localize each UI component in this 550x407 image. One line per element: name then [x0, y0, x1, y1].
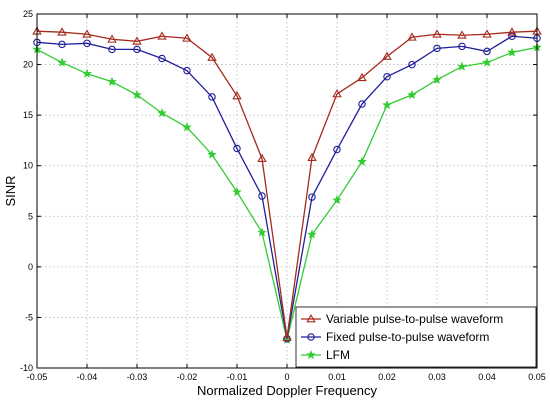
data-point: [257, 227, 267, 237]
legend-marker: [306, 349, 316, 360]
data-point: [233, 144, 241, 153]
data-point: [282, 332, 292, 342]
data-point: [308, 193, 316, 201]
data-point: [358, 100, 366, 108]
data-point: [232, 186, 242, 197]
data-point: [158, 54, 166, 63]
data-point: [183, 66, 191, 75]
data-point: [258, 192, 266, 200]
x-tick-label: 0.05: [528, 372, 546, 382]
x-tick-label: -0.04: [77, 372, 98, 382]
x-tick-label: -0.05: [27, 372, 48, 382]
data-point: [132, 89, 142, 99]
series-1: [33, 32, 541, 343]
x-tick-label: 0: [284, 372, 289, 382]
data-point: [57, 57, 67, 67]
data-point: [457, 30, 467, 39]
legend-label: LFM: [326, 348, 350, 362]
data-point: [132, 36, 142, 45]
x-tick-label: 0.03: [428, 372, 446, 382]
data-point: [457, 61, 467, 71]
data-point: [207, 149, 217, 159]
series-layer: [32, 26, 542, 344]
x-tick-label: -0.03: [127, 372, 148, 382]
y-tick-label: 5: [28, 211, 33, 221]
data-point: [307, 229, 317, 239]
data-point: [507, 47, 517, 57]
data-point: [407, 89, 417, 99]
data-point: [408, 60, 416, 69]
data-point: [432, 29, 442, 38]
data-point: [107, 76, 117, 86]
data-point: [82, 68, 92, 78]
data-point: [482, 57, 492, 67]
data-point: [333, 145, 341, 154]
x-tick-labels: -0.05 -0.04 -0.03 -0.02 -0.01 0 0.01 0.02 0.03 0.…: [27, 372, 546, 382]
series-0: [32, 26, 542, 342]
data-point: [83, 39, 91, 48]
y-tick-label: -10: [20, 363, 33, 373]
legend-label: Fixed pulse-to-pulse waveform: [326, 330, 489, 344]
data-point: [382, 51, 392, 60]
data-point: [433, 44, 441, 53]
data-point: [382, 99, 392, 110]
data-point: [157, 31, 167, 40]
data-point: [133, 45, 141, 54]
data-point: [108, 45, 116, 54]
legend: Variable pulse-to-pulse waveform Fixed pu…: [295, 306, 537, 368]
x-tick-label: 0.04: [478, 372, 496, 382]
data-point: [208, 93, 216, 101]
data-point: [332, 88, 342, 98]
x-tick-label: 0.01: [328, 372, 346, 382]
legend-marker: [307, 333, 315, 341]
x-axis-title: Normalized Doppler Frequency: [197, 383, 377, 398]
data-point: [508, 32, 516, 41]
legend-entry: LFM: [301, 348, 350, 362]
y-tick-label: 15: [23, 110, 33, 120]
y-axis-title: SINR: [3, 175, 18, 206]
y-tick-label: 10: [23, 161, 33, 171]
y-tick-labels: -10 -5 0 5 10 15 20 25: [20, 9, 33, 373]
data-point: [507, 27, 517, 36]
data-point: [483, 47, 491, 56]
data-point: [257, 153, 267, 163]
y-tick-label: -5: [25, 312, 33, 322]
data-point: [107, 34, 117, 43]
data-point: [157, 108, 167, 118]
x-tick-label: -0.01: [227, 372, 248, 382]
data-point: [357, 72, 367, 82]
data-point: [182, 33, 192, 42]
x-tick-label: -0.02: [177, 372, 198, 382]
data-point: [182, 122, 192, 132]
y-tick-label: 20: [23, 60, 33, 70]
legend-marker: [306, 314, 316, 323]
data-point: [458, 42, 466, 51]
legend-label: Variable pulse-to-pulse waveform: [326, 312, 503, 326]
y-tick-label: 25: [23, 9, 33, 19]
data-point: [482, 29, 492, 38]
data-point: [357, 156, 367, 166]
data-point: [407, 32, 417, 41]
x-tick-label: 0.02: [378, 372, 396, 382]
series-line-1: [36, 35, 538, 339]
legend-entry: Variable pulse-to-pulse waveform: [301, 312, 503, 326]
data-point: [383, 72, 391, 81]
data-point: [332, 195, 342, 205]
data-point: [307, 152, 317, 162]
data-point: [82, 29, 92, 38]
data-point: [207, 52, 217, 61]
data-point: [432, 74, 442, 84]
data-point: [57, 27, 67, 36]
legend-entry: Fixed pulse-to-pulse waveform: [301, 330, 489, 344]
series-line-0: [36, 30, 538, 338]
legend-box: [295, 306, 537, 368]
data-point: [58, 40, 66, 49]
data-point: [232, 91, 242, 100]
y-tick-label: 0: [28, 262, 33, 272]
